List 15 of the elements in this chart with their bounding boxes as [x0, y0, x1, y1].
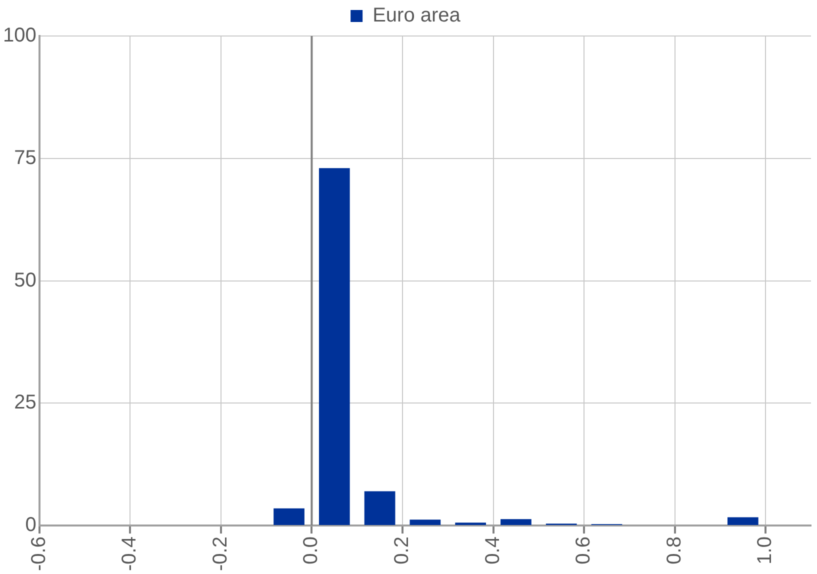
x-tick-label: -0.2 — [209, 536, 232, 572]
x-tick-label: -0.6 — [28, 536, 50, 572]
x-tick-label: 0.0 — [300, 536, 322, 564]
y-tick-label: 100 — [2, 24, 36, 47]
y-tick-label: 50 — [14, 269, 36, 292]
x-tick-label: -0.4 — [118, 536, 141, 572]
x-tick-label: 0.2 — [391, 536, 414, 564]
y-tick-label: 25 — [14, 392, 36, 414]
x-tick-label: 0.4 — [482, 536, 504, 564]
legend-label: Euro area — [372, 4, 462, 27]
y-tick-label: 75 — [14, 146, 36, 169]
x-tick-label: 0.8 — [663, 536, 686, 564]
x-tick-label: 0.6 — [572, 536, 595, 564]
x-tick-label: 1.0 — [754, 536, 776, 564]
y-tick-label: 0 — [25, 514, 36, 536]
